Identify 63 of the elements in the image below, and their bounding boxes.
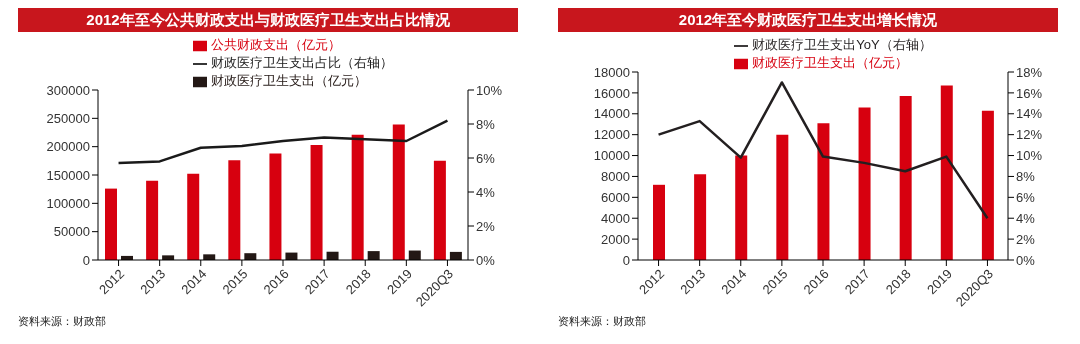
bar	[351, 134, 364, 260]
bar	[146, 180, 159, 260]
bar	[187, 173, 200, 260]
y-tick-label: 4000	[601, 210, 630, 226]
y2-tick-label: 10%	[1016, 148, 1043, 164]
y-tick-label: 8000	[601, 169, 630, 185]
y2-tick-label: 12%	[1016, 127, 1043, 143]
bar	[817, 123, 830, 260]
y-tick-label: 150000	[46, 167, 90, 183]
y2-tick-label: 10%	[476, 82, 503, 98]
bar	[105, 188, 117, 260]
y-tick-label: 300000	[46, 82, 90, 98]
legend-label: 公共财政支出（亿元）	[211, 37, 341, 52]
bar	[735, 155, 748, 260]
bar	[776, 134, 789, 260]
y2-tick-label: 4%	[476, 184, 496, 200]
y2-tick-label: 4%	[1016, 210, 1036, 226]
bar	[899, 96, 912, 260]
text: 资料来源：财政部	[18, 314, 107, 329]
bar	[392, 124, 405, 260]
bar	[269, 153, 282, 260]
bar	[858, 107, 871, 260]
y-tick-label: 14000	[593, 106, 630, 122]
text: 资料来源：财政部	[558, 314, 647, 329]
y-tick-label: 2000	[601, 231, 630, 247]
legend-label: 财政医疗卫生支出占比（右轴）	[211, 55, 393, 70]
bar	[433, 160, 446, 260]
bar	[940, 85, 953, 260]
line-series	[657, 81, 989, 220]
chart-title: 2012年至今财政医疗卫生支出增长情况	[558, 8, 1058, 32]
y-tick-label: 250000	[46, 110, 90, 126]
y2-tick-label: 2%	[1016, 231, 1036, 247]
y2-tick-label: 8%	[1016, 169, 1036, 185]
bar	[228, 160, 241, 260]
y2-tick-label: 8%	[476, 116, 496, 132]
y-tick-label: 12000	[593, 127, 630, 143]
bar	[694, 174, 707, 260]
y2-tick-label: 18%	[1016, 64, 1043, 80]
legend-label: 财政医疗卫生支出（亿元）	[752, 55, 909, 70]
y-tick-label: 10000	[593, 148, 630, 164]
bar	[367, 251, 380, 260]
bar	[310, 144, 323, 260]
line-series	[117, 119, 449, 165]
y-tick-label: 6000	[601, 189, 630, 205]
y-tick-label: 16000	[593, 85, 630, 101]
bar	[653, 184, 665, 260]
y2-tick-label: 0%	[1016, 252, 1036, 268]
y2-tick-label: 2%	[476, 218, 496, 234]
y-tick-label: 18000	[593, 64, 630, 80]
y2-tick-label: 6%	[476, 150, 496, 166]
y-tick-label: 50000	[53, 224, 90, 240]
y2-tick-label: 16%	[1016, 85, 1043, 101]
y-tick-label: 100000	[46, 195, 90, 211]
y2-tick-label: 6%	[1016, 189, 1036, 205]
y-tick-label: 0	[622, 252, 630, 268]
chart-title: 2012年至今公共财政支出与财政医疗卫生支出占比情况	[18, 8, 518, 32]
y2-tick-label: 14%	[1016, 106, 1043, 122]
y2-tick-label: 0%	[476, 252, 496, 268]
y-tick-label: 200000	[46, 139, 90, 155]
legend-label: 财政医疗卫生支出（亿元）	[211, 73, 367, 88]
legend-label: 财政医疗卫生支出YoY（右轴）	[752, 37, 932, 52]
y-tick-label: 0	[82, 252, 90, 268]
bar	[981, 110, 994, 260]
